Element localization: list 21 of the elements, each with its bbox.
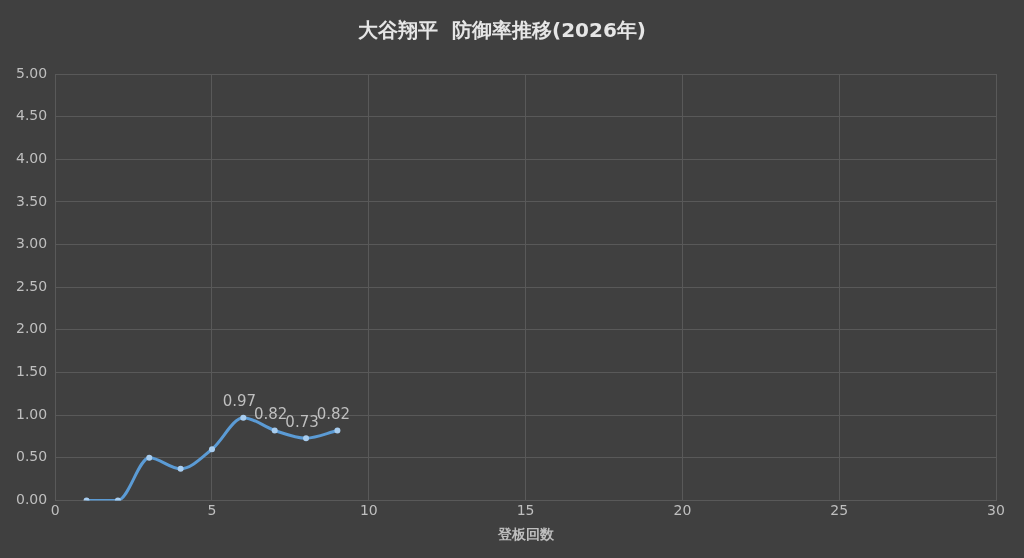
y-tick-label: 1.00 — [16, 405, 48, 422]
y-tick-label: 3.00 — [16, 235, 48, 252]
x-tick-label: 25 — [830, 502, 849, 519]
y-tick-label: 4.00 — [16, 149, 48, 166]
x-tick-label: 15 — [516, 502, 535, 519]
x-tick-label: 0 — [50, 502, 60, 519]
y-tick-label: 1.50 — [16, 363, 48, 380]
y-tick-label: 0.50 — [16, 448, 48, 465]
y-tick-label: 2.50 — [16, 277, 48, 294]
x-tick-label: 5 — [207, 502, 217, 519]
y-tick-label: 2.00 — [16, 320, 48, 337]
y-tick-label: 3.50 — [16, 192, 48, 209]
x-tick-label: 30 — [987, 502, 1005, 519]
y-tick-label: 5.00 — [16, 64, 48, 81]
y-tick-label: 0.00 — [16, 491, 48, 508]
y-tick-label: 4.50 — [16, 107, 48, 124]
x-tick-label: 20 — [673, 502, 692, 519]
x-tick-label: 10 — [359, 502, 378, 519]
data-label: 0.73 — [285, 412, 319, 431]
chart-title: 大谷翔平 防御率推移(2026年) — [358, 18, 646, 43]
x-axis-title: 登板回数 — [496, 526, 555, 543]
